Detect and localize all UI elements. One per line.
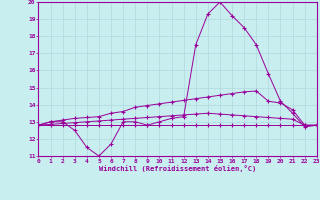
X-axis label: Windchill (Refroidissement éolien,°C): Windchill (Refroidissement éolien,°C) <box>99 165 256 172</box>
